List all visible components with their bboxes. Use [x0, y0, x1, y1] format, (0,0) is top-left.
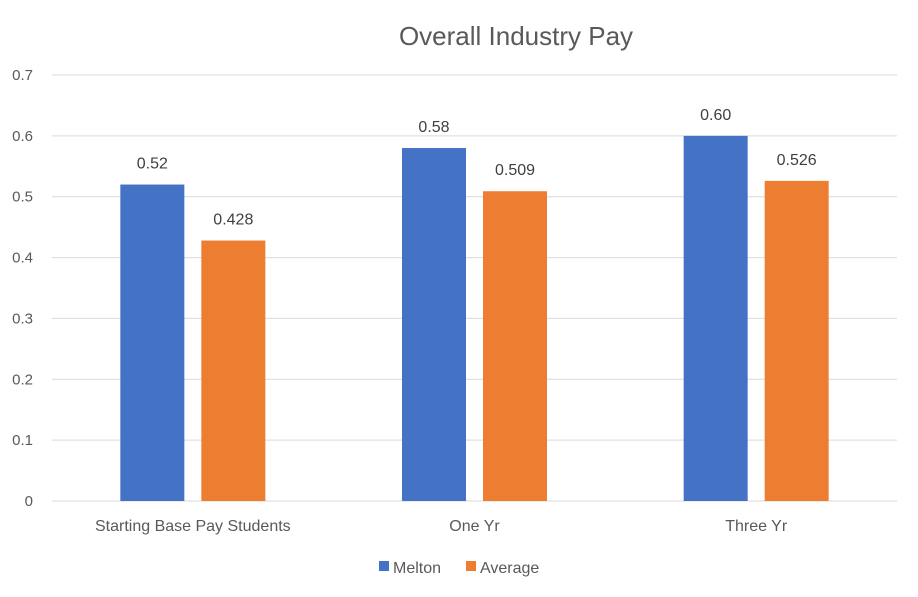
- y-tick-label: 0.4: [12, 250, 33, 267]
- x-category-label: One Yr: [449, 518, 500, 535]
- y-tick-label: 0.2: [12, 371, 33, 388]
- data-labels: 0.52 0.428 0.58 0.509 0.60 0.526: [137, 107, 817, 229]
- data-label: 0.60: [700, 107, 731, 124]
- bar-average-2: [764, 180, 829, 502]
- data-label: 0.509: [495, 162, 535, 179]
- x-category-label: Three Yr: [725, 518, 788, 535]
- legend-swatch-melton: [379, 561, 389, 571]
- y-tick-label: 0.3: [12, 310, 33, 327]
- y-tick-label: 0.7: [12, 67, 33, 84]
- data-label: 0.428: [213, 212, 253, 229]
- bar-average-0: [201, 240, 266, 501]
- gridlines: [52, 74, 897, 502]
- x-axis-categories: Starting Base Pay Students One Yr Three Yr: [95, 518, 788, 535]
- chart-title: Overall Industry Pay: [399, 21, 633, 51]
- y-tick-label: 0.5: [12, 189, 33, 206]
- legend: Melton Average: [379, 560, 539, 577]
- y-tick-label: 0: [25, 493, 33, 510]
- bars: [120, 135, 829, 502]
- y-axis-ticks: 0 0.1 0.2 0.3 0.4 0.5 0.6 0.7: [12, 67, 33, 510]
- y-tick-label: 0.1: [12, 432, 33, 449]
- data-label: 0.52: [137, 156, 168, 173]
- data-label: 0.58: [418, 119, 449, 136]
- bar-melton-2: [683, 135, 748, 501]
- legend-swatch-average: [466, 561, 476, 571]
- x-category-label: Starting Base Pay Students: [95, 518, 291, 535]
- legend-label-melton: Melton: [393, 560, 441, 577]
- bar-average-1: [483, 191, 547, 502]
- bar-melton-0: [120, 184, 185, 502]
- y-tick-label: 0.6: [12, 128, 33, 145]
- legend-label-average: Average: [480, 560, 539, 577]
- bar-melton-1: [402, 148, 466, 501]
- data-label: 0.526: [777, 152, 817, 169]
